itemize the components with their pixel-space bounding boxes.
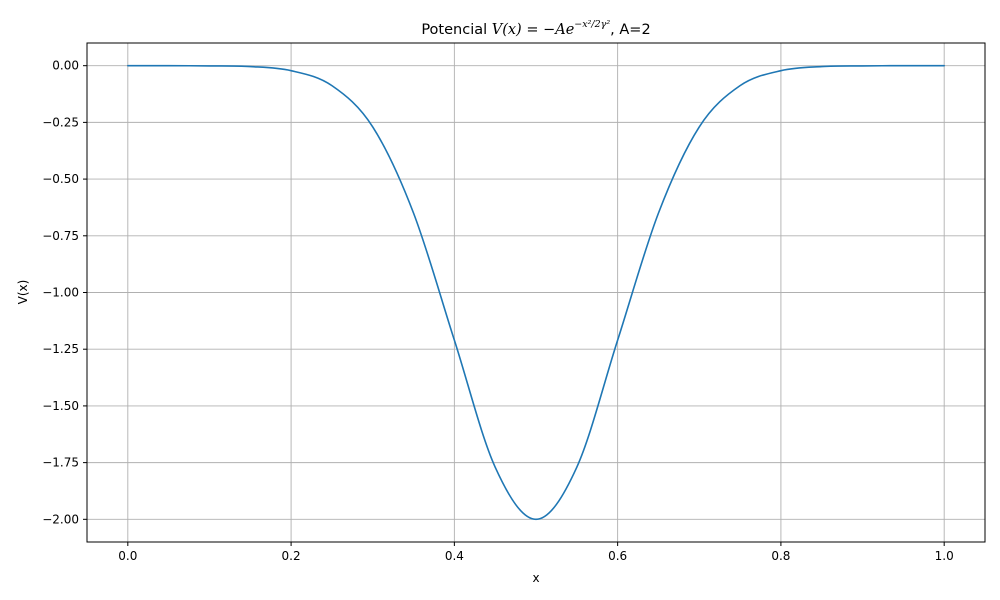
series-layer: [127, 64, 945, 521]
x-tick-label: 0.6: [608, 549, 627, 563]
x-tick-label: 0.2: [282, 549, 301, 563]
chart-title-formula: V(x) = −Ae: [492, 22, 575, 38]
y-tick-label: −2.00: [42, 512, 79, 526]
y-tick-label: −1.75: [42, 456, 79, 470]
x-tick-label: 1.0: [935, 549, 954, 563]
x-axis-label: x: [532, 571, 539, 585]
y-tick-label: −0.75: [42, 229, 79, 243]
x-tick-label: 0.4: [445, 549, 464, 563]
chart-title-suffix: , A=2: [610, 22, 651, 38]
y-tick-label: −0.50: [42, 172, 79, 186]
y-tick-label: −1.00: [42, 286, 79, 300]
y-tick-label: 0.00: [52, 59, 79, 73]
grid-lines: [87, 43, 985, 542]
y-axis-label: V(x): [16, 280, 30, 305]
chart-title-prefix: Potencial: [421, 22, 491, 38]
chart-title-exponent: −x²/2γ²: [574, 19, 610, 30]
y-tick-label: −1.50: [42, 399, 79, 413]
x-tick-label: 0.0: [118, 549, 137, 563]
chart-title: Potencial V(x) = −Ae−x²/2γ², A=2: [421, 19, 650, 38]
tick-marks: [83, 65, 945, 546]
tick-labels: 0.0 0.2 0.4 0.6 0.8 1.0 0.00 −0.25 −0.50 −0.75 −1.…: [42, 59, 954, 563]
y-tick-label: −1.25: [42, 342, 79, 356]
series-line: [127, 64, 945, 521]
y-tick-label: −0.25: [42, 115, 79, 129]
x-tick-label: 0.8: [771, 549, 790, 563]
